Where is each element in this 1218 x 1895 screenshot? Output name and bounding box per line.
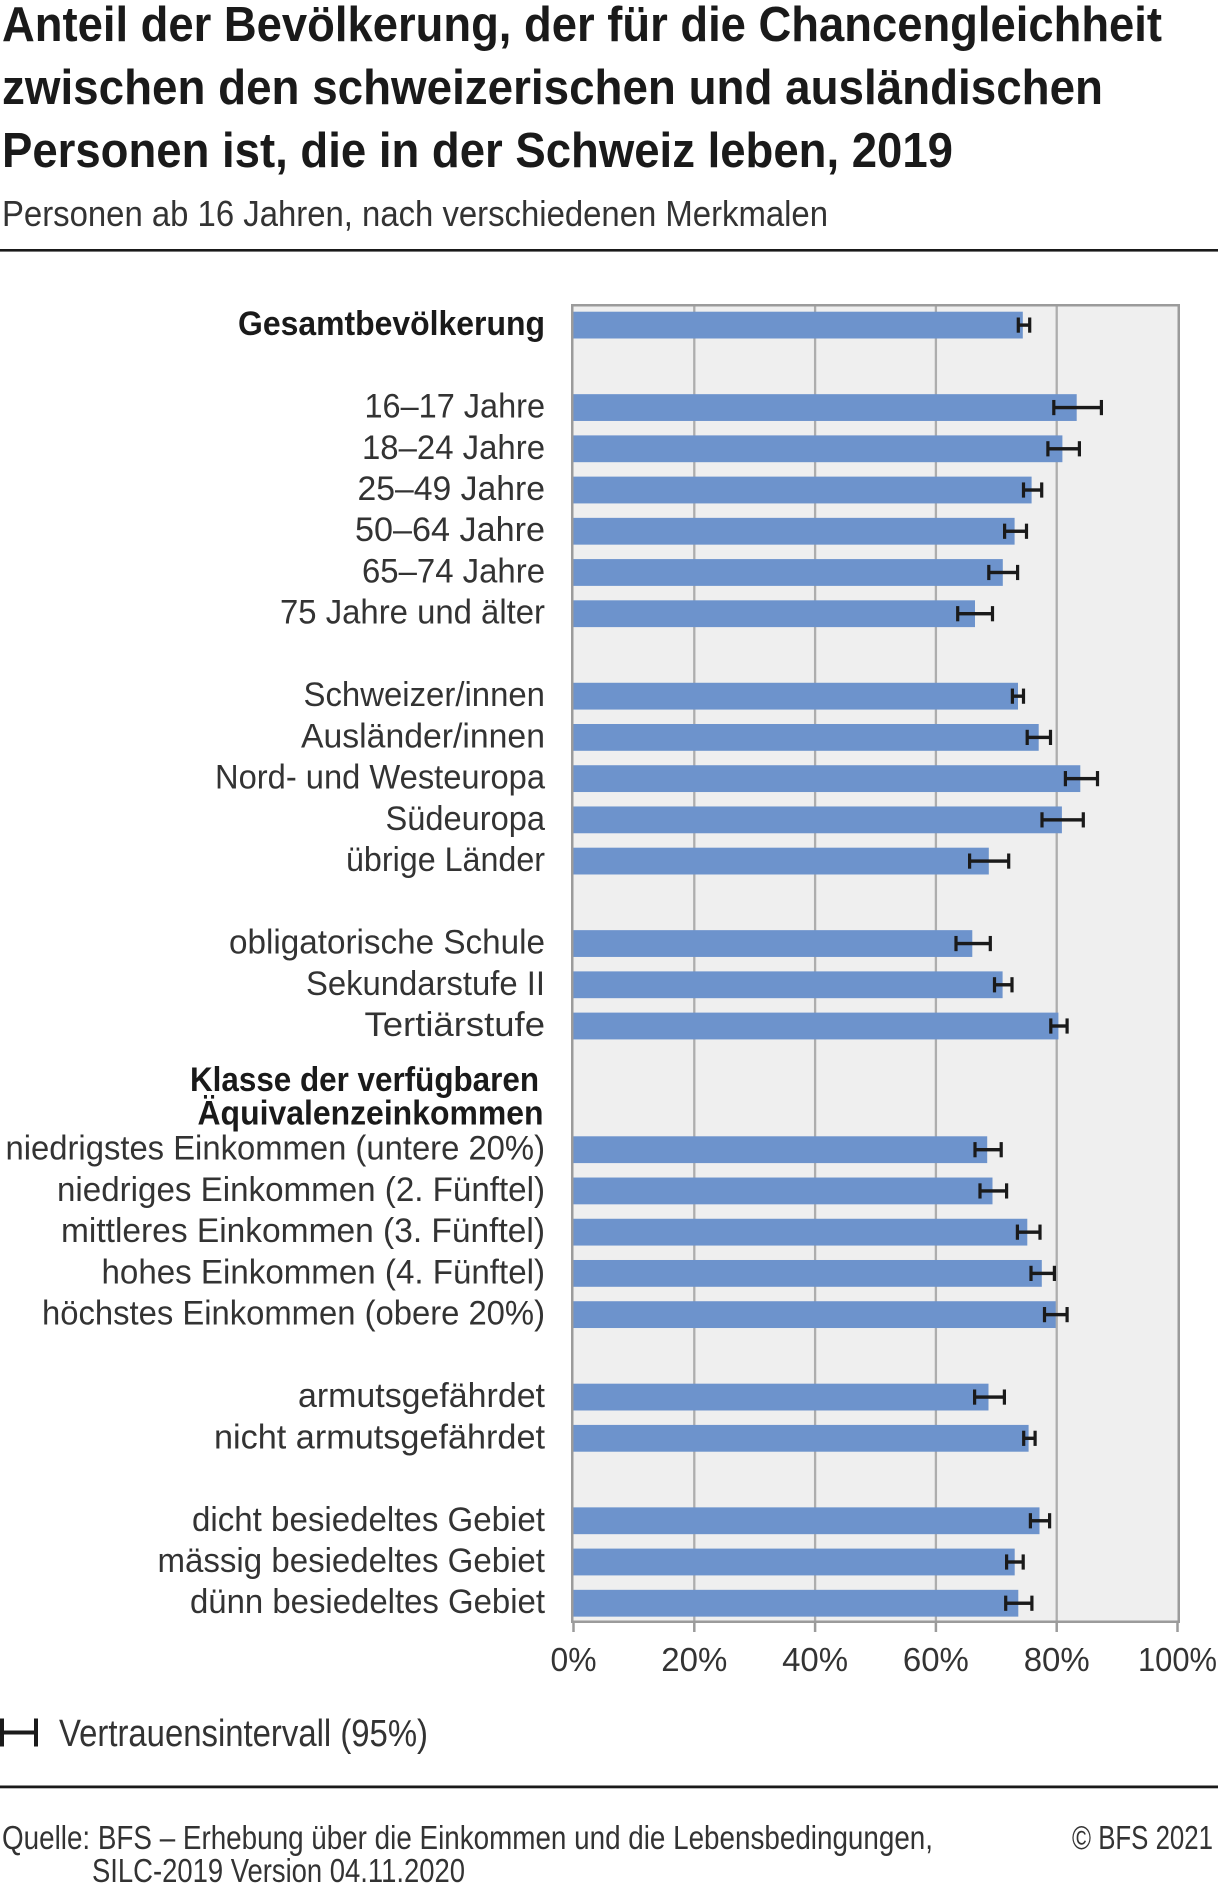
svg-text:Sekundarstufe II: Sekundarstufe II <box>306 965 545 1003</box>
svg-text:Personen ab 16 Jahren, nach ve: Personen ab 16 Jahren, nach verschiedene… <box>2 193 828 234</box>
svg-text:© BFS 2021: © BFS 2021 <box>1072 1819 1213 1856</box>
svg-text:hohes Einkommen (4. Fünftel): hohes Einkommen (4. Fünftel) <box>102 1253 546 1291</box>
svg-text:Klasse der verfügbaren: Klasse der verfügbaren <box>190 1061 539 1099</box>
svg-text:nicht armutsgefährdet: nicht armutsgefährdet <box>214 1418 546 1456</box>
svg-text:65–74 Jahre: 65–74 Jahre <box>362 553 545 591</box>
svg-text:60%: 60% <box>903 1641 969 1678</box>
svg-text:dünn besiedeltes Gebiet: dünn besiedeltes Gebiet <box>190 1583 546 1621</box>
svg-text:80%: 80% <box>1024 1641 1090 1678</box>
svg-text:Tertiärstufe: Tertiärstufe <box>365 1006 546 1044</box>
svg-text:18–24 Jahre: 18–24 Jahre <box>362 429 545 467</box>
svg-text:übrige Länder: übrige Länder <box>346 841 545 879</box>
svg-text:mässig besiedeltes Gebiet: mässig besiedeltes Gebiet <box>158 1542 546 1580</box>
svg-text:0%: 0% <box>551 1641 597 1678</box>
svg-text:20%: 20% <box>661 1641 727 1678</box>
svg-text:Vertrauensintervall (95%): Vertrauensintervall (95%) <box>59 1713 428 1755</box>
svg-text:niedriges Einkommen (2. Fünfte: niedriges Einkommen (2. Fünftel) <box>57 1171 545 1209</box>
svg-text:Äquivalenzeinkommen: Äquivalenzeinkommen <box>198 1095 544 1133</box>
svg-text:Anteil der Bevölkerung, der fü: Anteil der Bevölkerung, der für die Chan… <box>2 0 1162 52</box>
svg-text:100%: 100% <box>1138 1641 1217 1678</box>
svg-text:Personen ist, die in der Schwe: Personen ist, die in der Schweiz leben, … <box>2 123 953 178</box>
svg-text:Quelle: BFS – Erhebung über di: Quelle: BFS – Erhebung über die Einkomme… <box>2 1819 933 1856</box>
svg-text:Ausländer/innen: Ausländer/innen <box>301 717 545 755</box>
svg-text:zwischen den schweizerischen u: zwischen den schweizerischen und ausländ… <box>2 60 1103 115</box>
svg-text:50–64 Jahre: 50–64 Jahre <box>355 511 545 549</box>
svg-text:höchstes Einkommen (obere 20%): höchstes Einkommen (obere 20%) <box>42 1295 545 1333</box>
svg-text:Gesamtbevölkerung: Gesamtbevölkerung <box>238 305 545 343</box>
svg-text:SILC-2019 Version 04.11.2020: SILC-2019 Version 04.11.2020 <box>92 1852 465 1889</box>
svg-text:Nord- und Westeuropa: Nord- und Westeuropa <box>215 759 545 797</box>
svg-text:mittleres Einkommen (3. Fünfte: mittleres Einkommen (3. Fünftel) <box>61 1212 545 1250</box>
svg-text:niedrigstes Einkommen (untere: niedrigstes Einkommen (untere 20%) <box>6 1130 546 1168</box>
svg-text:obligatorische Schule: obligatorische Schule <box>229 924 545 962</box>
svg-text:armutsgefährdet: armutsgefährdet <box>298 1377 546 1415</box>
svg-text:75 Jahre und älter: 75 Jahre und älter <box>280 594 545 632</box>
svg-text:16–17 Jahre: 16–17 Jahre <box>365 388 546 426</box>
svg-text:dicht besiedeltes Gebiet: dicht besiedeltes Gebiet <box>192 1501 546 1539</box>
svg-text:25–49 Jahre: 25–49 Jahre <box>358 470 546 508</box>
svg-text:Südeuropa: Südeuropa <box>386 800 546 838</box>
svg-text:Schweizer/innen: Schweizer/innen <box>304 676 546 714</box>
svg-text:40%: 40% <box>782 1641 848 1678</box>
